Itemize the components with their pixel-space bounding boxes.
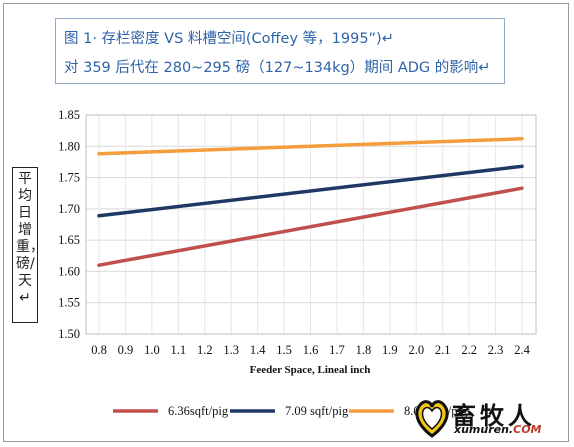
x-tick-label: 0.9 bbox=[118, 343, 134, 357]
x-tick-label: 2.0 bbox=[408, 343, 424, 357]
y-axis-title-box: 平均日增重，磅/天↵ bbox=[12, 167, 44, 323]
tick-layer: 1.50 1.55 1.60 1.65 1.70 1.75 1.80 1.85 0.8 0.9 1.… bbox=[58, 108, 530, 357]
x-tick-label: 2.4 bbox=[514, 343, 530, 357]
y-axis-title: 平均日增重，磅/天↵ bbox=[16, 171, 44, 306]
y-tick-label: 1.75 bbox=[58, 171, 80, 185]
series-line-2 bbox=[97, 164, 524, 218]
x-tick-label: 2.3 bbox=[488, 343, 504, 357]
x-tick-label: 1.6 bbox=[303, 343, 319, 357]
y-tick-label: 1.60 bbox=[58, 264, 80, 278]
series-line-1 bbox=[97, 186, 524, 267]
chart-title-box: 图 1· 存栏密度 VS 料槽空间(Coffey 等，1995”)↵ 对 359… bbox=[55, 18, 505, 84]
watermark-url-domain: COM bbox=[513, 423, 542, 436]
x-tick-label: 1.5 bbox=[276, 343, 292, 357]
chart-title-line-2: 对 359 后代在 280~295 磅（127~134kg）期间 ADG 的影响… bbox=[64, 60, 491, 76]
series-line-3 bbox=[97, 137, 524, 156]
watermark-text: 畜牧人 bbox=[452, 402, 536, 430]
y-tick-label: 1.65 bbox=[58, 233, 80, 247]
x-tick-label: 0.8 bbox=[91, 343, 107, 357]
x-tick-label: 1.7 bbox=[329, 343, 345, 357]
y-tick-label: 1.55 bbox=[58, 296, 80, 310]
y-tick-label: 1.70 bbox=[58, 202, 80, 216]
y-tick-label: 1.85 bbox=[58, 108, 80, 122]
x-tick-label: 1.4 bbox=[250, 343, 266, 357]
x-tick-label: 1.8 bbox=[356, 343, 372, 357]
watermark-url-main: xumuren. bbox=[454, 423, 514, 436]
chart-title-line-1: 图 1· 存栏密度 VS 料槽空间(Coffey 等，1995”)↵ bbox=[64, 31, 394, 47]
x-tick-label: 1.2 bbox=[197, 343, 213, 357]
axis-layer bbox=[85, 114, 537, 335]
x-tick-label: 1.3 bbox=[223, 343, 239, 357]
x-tick-label: 1.9 bbox=[382, 343, 398, 357]
y-tick-label: 1.50 bbox=[58, 327, 80, 341]
x-tick-label: 2.2 bbox=[461, 343, 477, 357]
series-layer bbox=[97, 137, 524, 267]
legend-label-2: 7.09 sqft/pig bbox=[285, 404, 349, 418]
x-tick-label: 2.1 bbox=[435, 343, 451, 357]
legend-label-1: 6.36sqft/pig bbox=[168, 404, 229, 418]
heart-logo-icon bbox=[415, 400, 449, 438]
watermark-url: xumuren.COM bbox=[454, 423, 542, 436]
y-tick-label: 1.80 bbox=[58, 139, 80, 153]
x-tick-label: 1.0 bbox=[144, 343, 160, 357]
plot-area-border bbox=[85, 114, 537, 335]
x-axis-title: Feeder Space, Lineal inch bbox=[250, 364, 371, 376]
watermark-logo: 畜牧人 xumuren.COM bbox=[412, 396, 572, 442]
x-tick-label: 1.1 bbox=[171, 343, 187, 357]
